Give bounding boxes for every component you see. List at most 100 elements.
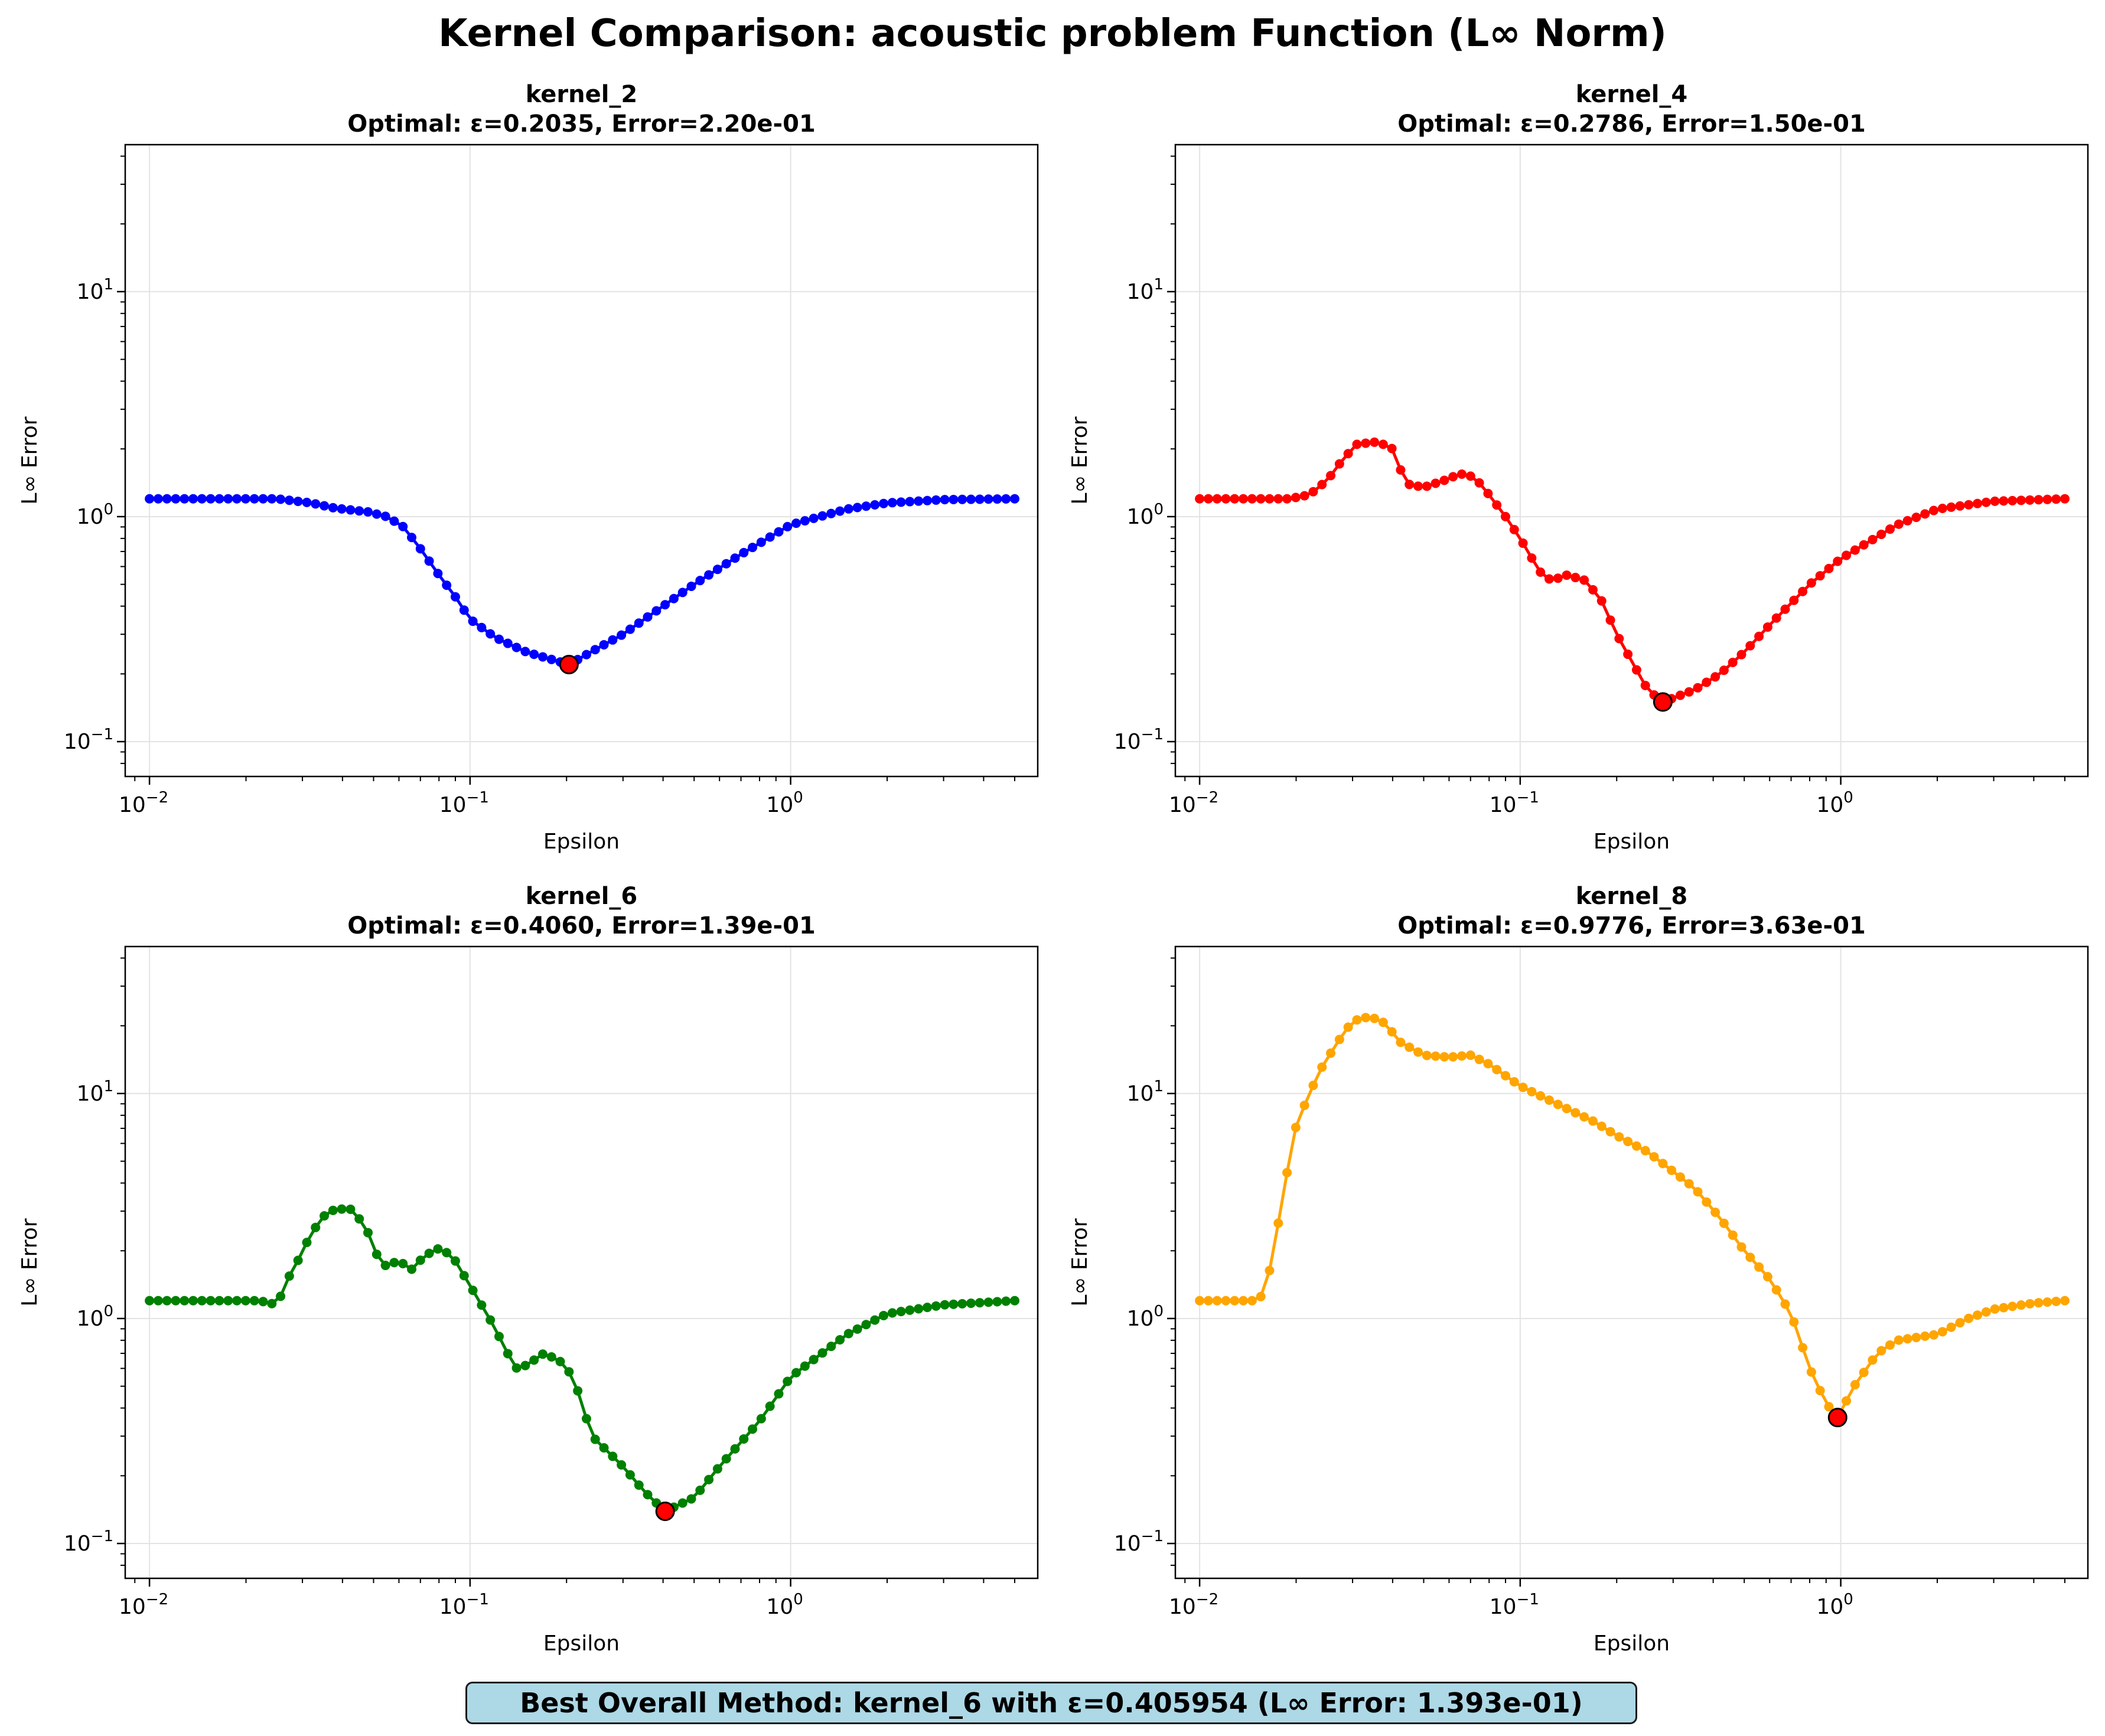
data-point [424,556,434,566]
x-tick-label: 100 [766,1591,803,1619]
data-point [1955,1318,1965,1328]
data-point [1230,494,1240,504]
data-point [1230,1296,1240,1306]
x-tick-label: 10−2 [1169,789,1218,817]
data-point [923,495,933,505]
data-point [1195,494,1205,504]
data-point [311,499,321,509]
data-point [1868,1355,1878,1365]
data-point [1929,1330,1939,1340]
data-point [826,508,836,518]
data-point [1544,574,1554,584]
x-axis-label: Epsilon [543,1631,620,1656]
data-point [442,1248,452,1258]
data-point [1273,1218,1283,1228]
data-point [1885,524,1895,534]
data-point [354,506,364,516]
data-point [1378,439,1388,449]
data-point [2051,1296,2061,1306]
data-point [1876,529,1886,539]
x-tick-label: 10−2 [1169,1591,1218,1619]
data-point [1894,1335,1904,1345]
data-point [1474,1055,1484,1065]
data-point [424,1248,434,1258]
data-point [145,494,155,504]
axes-frame [1174,143,2089,778]
data-point [1964,500,1974,510]
data-point [1483,488,1493,498]
data-point [1203,1296,1213,1306]
data-point [232,494,242,504]
data-point [529,650,539,660]
data-point [1378,1017,1388,1027]
data-point [1352,1015,1362,1025]
data-point [590,1434,600,1444]
data-point [643,612,653,622]
data-point [957,494,967,504]
data-point [1509,524,1519,534]
data-point [843,504,853,514]
data-point [1754,1262,1764,1272]
data-point [809,1355,819,1365]
data-point [1911,1333,1921,1343]
data-point [634,618,644,628]
data-point [1736,650,1746,660]
data-point [686,581,696,591]
data-point [1946,502,1956,512]
data-point [1614,634,1624,644]
data-point [1658,1159,1668,1169]
data-point [258,494,268,504]
series-line [1200,1016,2065,1420]
x-tick-label: 10−1 [439,789,489,817]
data-point [546,1352,556,1362]
data-point [940,495,950,505]
data-point [1937,503,1947,513]
data-point [1265,1265,1275,1275]
data-point [1256,494,1266,504]
data-point [485,1315,496,1325]
data-point [276,1291,286,1301]
data-point [800,1361,810,1371]
data-point [1955,501,1965,511]
data-point [1492,500,1502,510]
data-point [1920,509,1930,519]
x-tick-label: 100 [1816,1591,1853,1619]
data-point [407,1264,417,1274]
data-point [503,1349,513,1359]
y-tick-label: 100 [1127,1303,1164,1331]
x-tick-label: 10−1 [439,1591,489,1619]
data-point [617,1460,627,1470]
data-point [1334,459,1344,469]
data-point [1334,1035,1344,1045]
y-tick-label: 101 [77,276,113,304]
data-point [1308,487,1318,497]
data-point [1702,1197,1712,1207]
data-point [1527,553,1537,563]
data-point [1999,496,2009,506]
data-point [1771,1285,1781,1295]
y-tick-label: 100 [1127,501,1164,529]
data-point [1833,556,1843,566]
data-point [957,1298,967,1308]
data-point [171,494,181,504]
data-point [398,521,408,531]
data-point [905,1305,915,1315]
data-point [1789,1317,1799,1327]
data-point [1361,1013,1371,1023]
data-point [1343,449,1353,459]
data-point [1596,596,1607,606]
data-point [1413,481,1423,491]
data-point [835,506,845,516]
data-point [1902,1334,1912,1344]
data-point [1308,1081,1318,1091]
data-point [914,496,924,506]
data-point [1299,1100,1309,1110]
x-tick-label: 100 [766,789,803,817]
x-tick-label: 100 [1816,789,1853,817]
data-point [293,1255,303,1265]
subplot-title: kernel_8 [1576,883,1688,910]
data-point [783,521,793,531]
data-point [949,494,959,504]
data-point [1588,585,1598,595]
data-point [1719,1218,1729,1228]
